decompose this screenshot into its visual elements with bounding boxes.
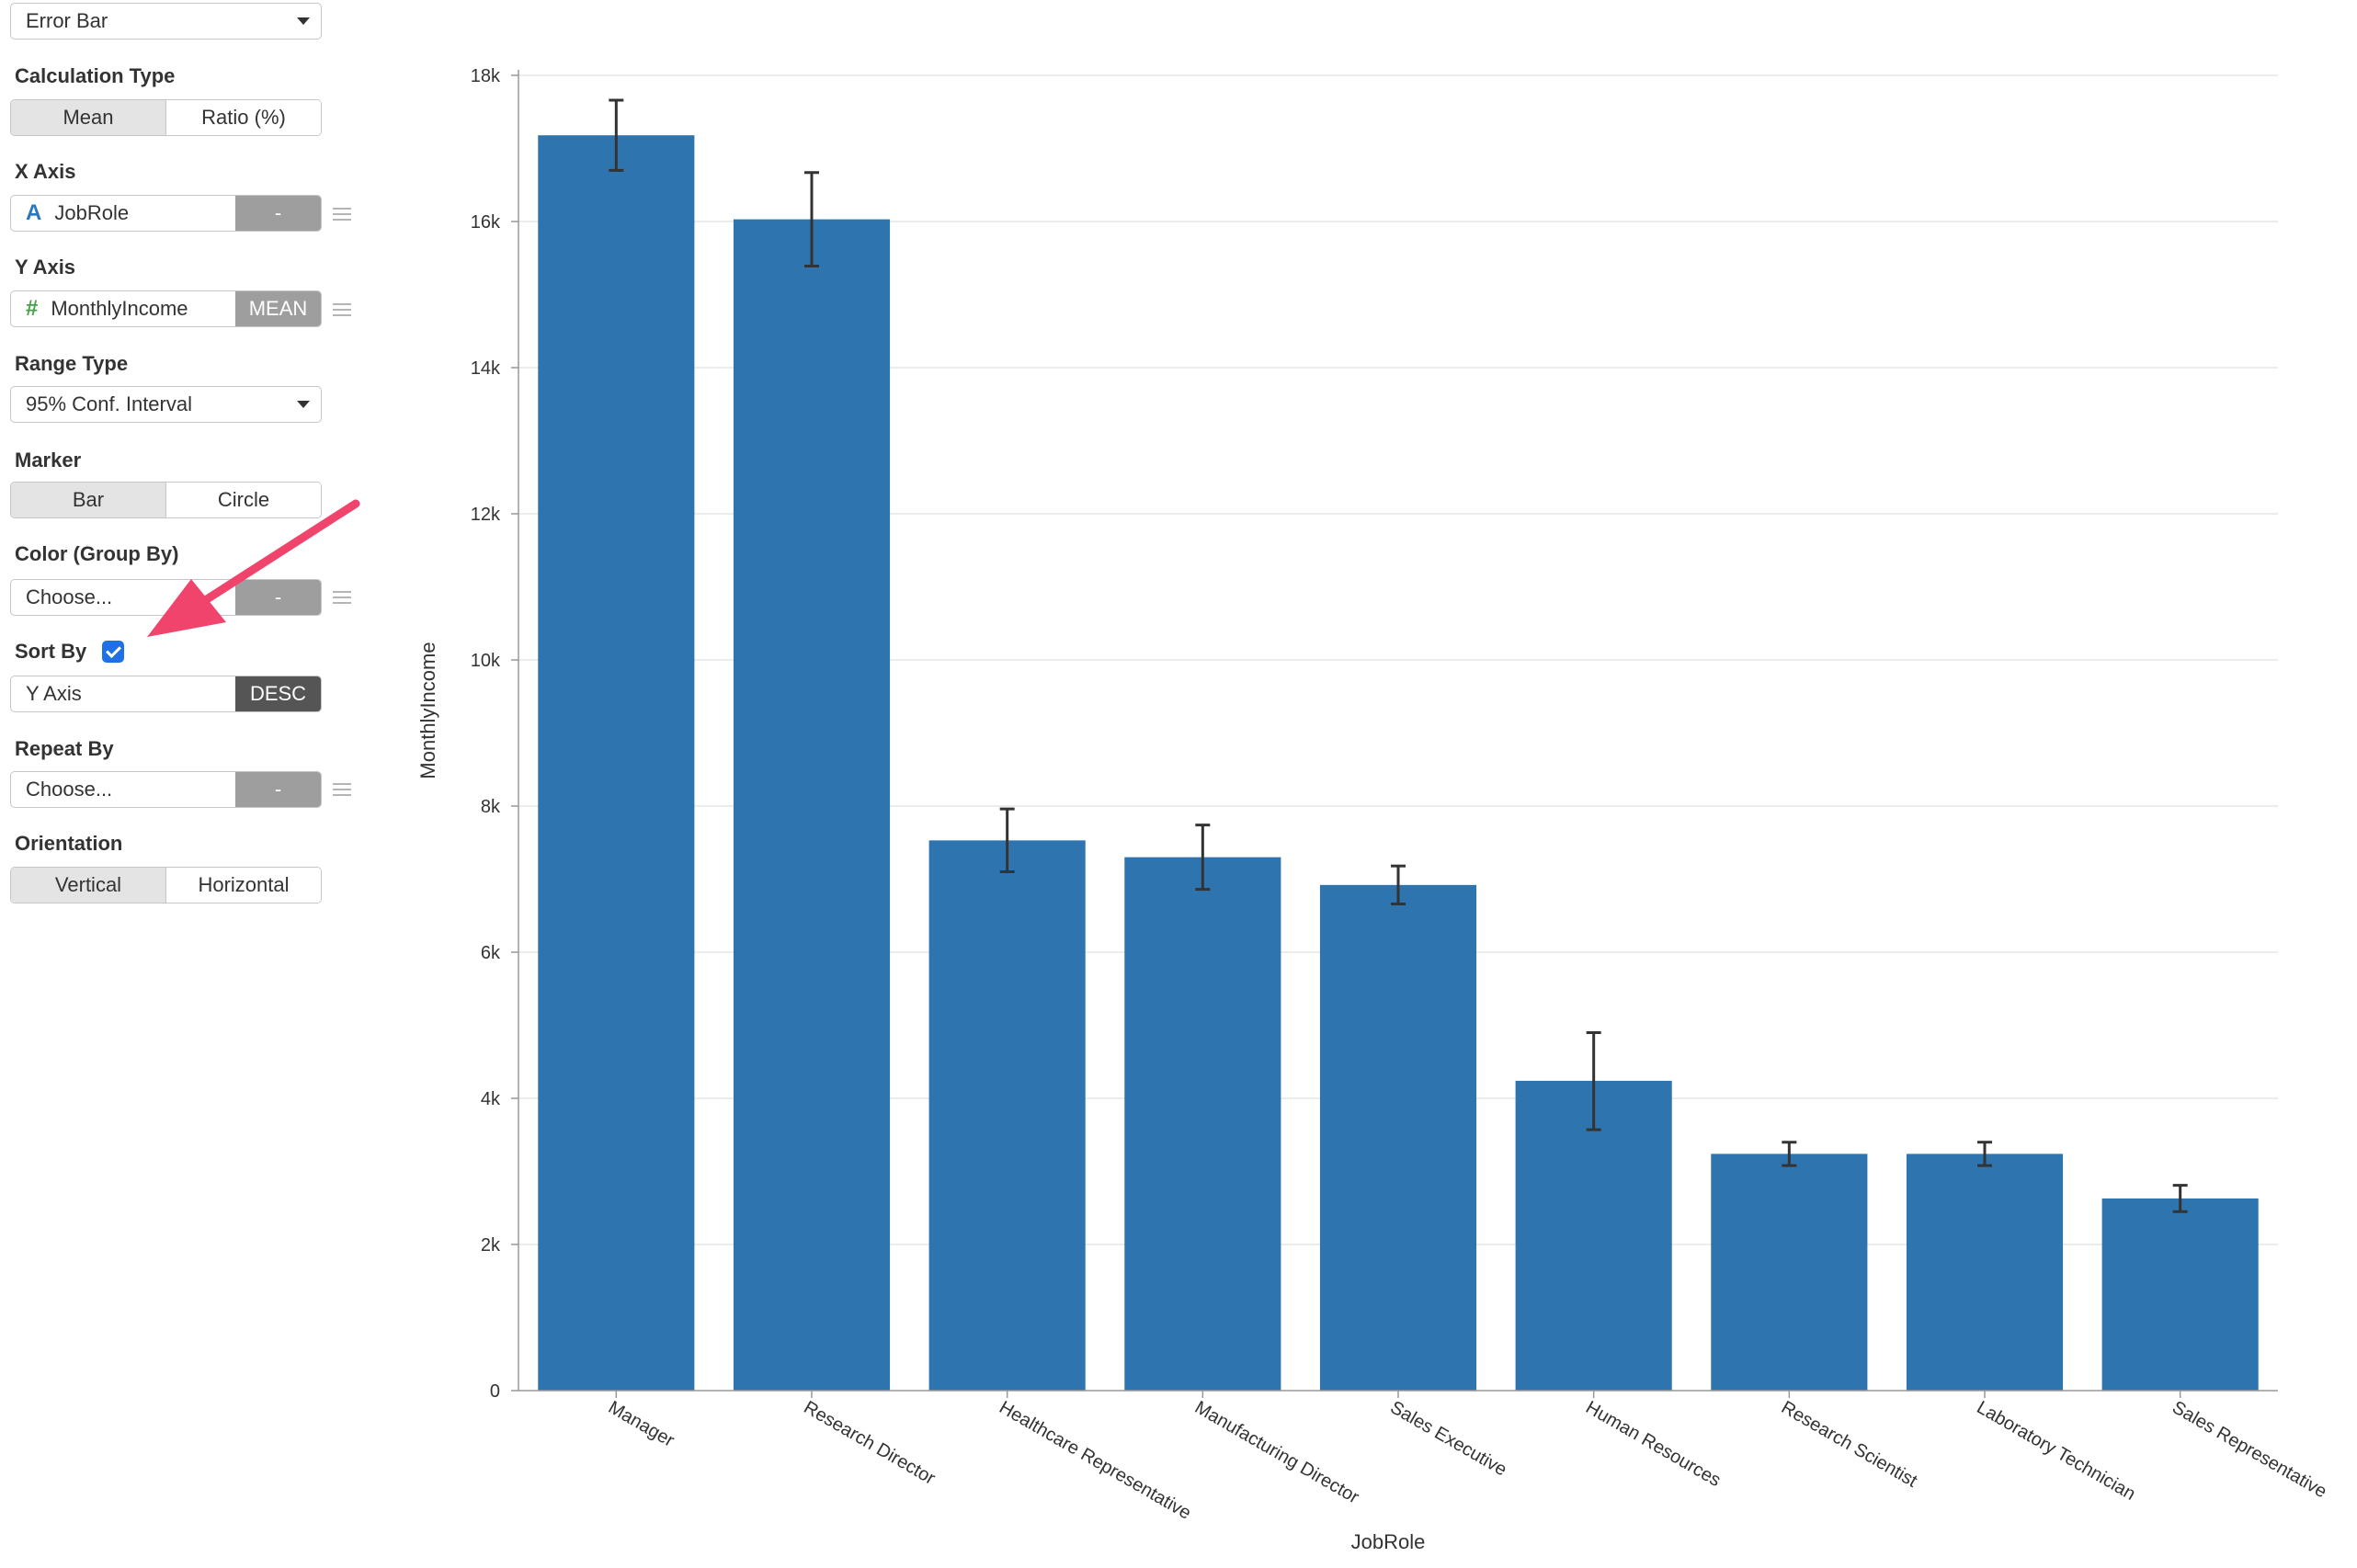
x-axis-field: A JobRole - [10,195,322,232]
bar[interactable] [538,135,695,1392]
x-tick-label: Manager [605,1397,678,1451]
range-type-value: 95% Conf. Interval [26,392,192,415]
y-axis-column-select[interactable]: # MonthlyIncome [11,291,235,326]
calc-mean-option[interactable]: Mean [11,100,165,135]
bar[interactable] [1711,1153,1868,1391]
orientation-horizontal-option[interactable]: Horizontal [165,868,321,903]
number-type-icon: # [26,296,39,321]
y-tick-label: 10k [471,651,501,671]
sort-by-checkbox[interactable] [102,641,124,663]
string-type-icon: A [26,200,42,225]
color-aggregate-button[interactable]: - [235,580,321,615]
chevron-down-icon [297,17,310,25]
color-column-select[interactable]: Choose... [26,585,113,608]
repeat-menu-icon[interactable] [333,783,351,796]
x-tick-label: Sales Representative [2169,1397,2330,1502]
y-axis-label: Y Axis [15,256,76,278]
repeat-by-field: Choose... - [10,771,322,808]
calc-ratio-option[interactable]: Ratio (%) [165,100,321,135]
calculation-type-label: Calculation Type [15,64,176,87]
chart-bars [538,135,2259,1392]
bar[interactable] [1906,1153,2064,1391]
x-axis-label: X Axis [15,160,76,183]
chart-error-bars [609,98,2188,1213]
x-tick-label: Manufacturing Director [1191,1397,1362,1507]
sort-by-label: Sort By [15,640,87,663]
repeat-aggregate-button[interactable]: - [235,772,321,807]
marker-label: Marker [15,449,82,472]
y-axis-title: MonthlyIncome [416,642,439,778]
orientation-label: Orientation [15,832,123,855]
y-tick-label: 2k [481,1235,501,1256]
x-axis-aggregate-button[interactable]: - [235,196,321,231]
y-tick-label: 0 [490,1381,500,1402]
y-tick-label: 12k [471,505,501,525]
marker-circle-option[interactable]: Circle [165,483,321,517]
y-tick-label: 8k [481,797,501,817]
range-type-select[interactable]: 95% Conf. Interval [10,386,322,423]
x-axis-title: JobRole [1351,1530,1426,1553]
y-tick-label: 16k [471,212,501,233]
y-tick-label: 4k [481,1089,501,1109]
bar[interactable] [928,840,1086,1391]
sort-column-select[interactable]: Y Axis [26,682,82,705]
y-axis-field: # MonthlyIncome MEAN [10,290,322,327]
x-tick-label: Research Scientist [1778,1397,1921,1492]
color-menu-icon[interactable] [333,591,351,604]
chart-type-select[interactable]: Error Bar [10,3,322,40]
y-tick-label: 18k [471,66,501,86]
orientation-vertical-option[interactable]: Vertical [11,868,165,903]
y-axis-column-name: MonthlyIncome [51,297,188,320]
y-axis-ticks: 0 2k 4k 6k 8k 10k 12k 14k 16k 18k [471,66,518,1402]
bar[interactable] [1124,857,1281,1391]
bar[interactable] [1515,1080,1672,1391]
y-axis-aggregate-button[interactable]: MEAN [235,291,321,326]
repeat-by-label: Repeat By [15,737,114,760]
marker-bar-option[interactable]: Bar [11,483,165,517]
sort-by-field: Y Axis DESC [10,676,322,712]
y-axis-menu-icon[interactable] [333,303,351,316]
bar[interactable] [2101,1198,2259,1391]
orientation-toggle: Vertical Horizontal [10,867,322,903]
x-tick-label: Human Resources [1582,1397,1724,1491]
x-tick-label: Sales Executive [1387,1397,1510,1480]
x-axis-column-select[interactable]: A JobRole [11,196,235,231]
chart-type-value: Error Bar [26,9,108,32]
bar[interactable] [733,219,891,1392]
x-axis-ticks: Manager Research Director Healthcare Repre… [605,1391,2330,1524]
x-tick-label: Healthcare Representative [996,1397,1194,1523]
calculation-type-toggle: Mean Ratio (%) [10,99,322,136]
color-group-by-field: Choose... - [10,579,322,616]
x-tick-label: Research Director [801,1397,939,1489]
marker-toggle: Bar Circle [10,482,322,518]
y-tick-label: 6k [481,943,501,963]
x-axis-column-name: JobRole [54,201,130,224]
chevron-down-icon [297,401,310,408]
settings-panel: Error Bar Calculation Type Mean Ratio (%… [0,0,359,1568]
bar[interactable] [1319,884,1477,1391]
annotation-arrow-icon [147,499,360,637]
color-group-by-label: Color (Group By) [15,542,179,565]
x-axis-menu-icon[interactable] [333,208,351,221]
y-tick-label: 14k [471,358,501,379]
x-tick-label: Laboratory Technician [1974,1397,2139,1505]
range-type-label: Range Type [15,352,129,375]
sort-order-button[interactable]: DESC [235,676,321,711]
repeat-column-select[interactable]: Choose... [26,778,113,801]
